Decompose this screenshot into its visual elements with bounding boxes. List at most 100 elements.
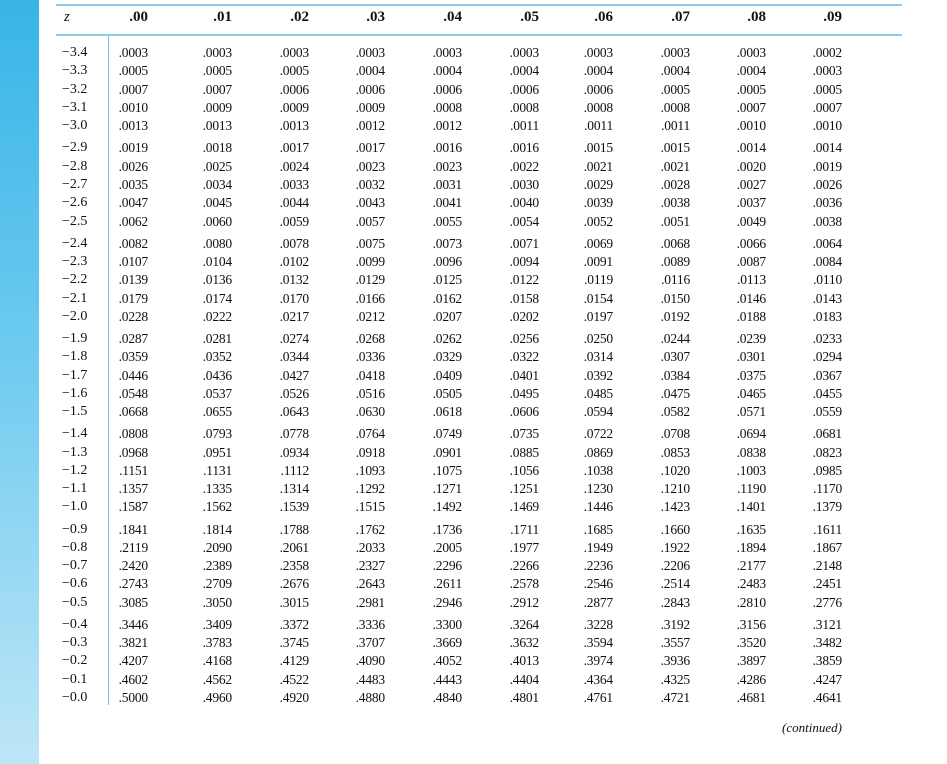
table-cell: .0016 (509, 140, 540, 156)
table-cell: .2119 (119, 539, 148, 555)
table-cell: .0559 (812, 404, 843, 420)
table-cell: .0418 (355, 367, 386, 383)
z-value: −3.3 (62, 63, 88, 79)
table-cell: .0307 (660, 349, 691, 365)
table-cell: .0427 (279, 367, 310, 383)
table-cell: .0526 (279, 385, 310, 401)
table-cell: .2389 (202, 558, 233, 574)
column-header: .09 (823, 9, 842, 25)
table-cell: .2206 (660, 558, 691, 574)
table-cell: .0014 (736, 140, 767, 156)
table-cell: .4090 (355, 653, 386, 669)
table-cell: .0082 (118, 235, 149, 251)
z-value: −0.7 (62, 558, 88, 574)
table-cell: .0059 (279, 213, 310, 229)
table-cell: .2483 (736, 576, 767, 592)
table-cell: .0007 (202, 81, 233, 97)
table-cell: .0021 (583, 158, 614, 174)
table-cell: .0047 (118, 195, 149, 211)
table-cell: .0465 (736, 385, 767, 401)
table-cell: .1867 (812, 539, 843, 555)
table-cell: .4483 (355, 671, 386, 687)
z-value: −2.6 (62, 195, 88, 211)
table-cell: .2981 (355, 594, 386, 610)
table-cell: .2148 (812, 558, 843, 574)
z-value: −0.1 (62, 671, 88, 687)
z-value: −1.0 (62, 499, 88, 515)
table-cell: .0089 (660, 253, 691, 269)
table-cell: .0055 (432, 213, 463, 229)
table-cell: .0322 (509, 349, 540, 365)
side-color-band (0, 0, 39, 764)
table-cell: .4522 (279, 671, 310, 687)
table-cell: .1977 (509, 539, 540, 555)
table-cell: .1736 (432, 521, 463, 537)
table-cell: .0010 (812, 118, 843, 134)
table-cell: .3897 (736, 653, 767, 669)
table-cell: .4443 (432, 671, 463, 687)
table-cell: .0262 (432, 330, 463, 346)
table-cell: .0150 (660, 290, 691, 306)
table-cell: .0618 (432, 404, 463, 420)
table-cell: .0125 (432, 272, 463, 288)
table-cell: .0033 (279, 176, 310, 192)
table-cell: .0274 (279, 330, 310, 346)
table-cell: .0012 (432, 118, 463, 134)
table-cell: .0495 (509, 385, 540, 401)
table-cell: .0080 (202, 235, 233, 251)
table-cell: .0037 (736, 195, 767, 211)
table-cell: .0008 (509, 99, 540, 115)
table-cell: .0228 (118, 308, 149, 324)
table-cell: .0041 (432, 195, 463, 211)
table-cell: .0013 (118, 118, 149, 134)
table-cell: .3974 (583, 653, 614, 669)
table-cell: .0013 (202, 118, 233, 134)
table-cell: .0021 (660, 158, 691, 174)
table-cell: .0017 (355, 140, 386, 156)
table-cell: .0022 (509, 158, 540, 174)
table-cell: .0043 (355, 195, 386, 211)
table-cell: .1894 (736, 539, 767, 555)
table-cell: .1151 (119, 462, 148, 478)
table-cell: .0392 (583, 367, 614, 383)
table-cell: .4721 (660, 690, 691, 705)
table-cell: .0003 (736, 45, 767, 60)
table-cell: .1515 (355, 499, 386, 515)
z-value: −0.3 (62, 635, 88, 651)
table-cell: .0793 (202, 426, 233, 442)
table-cell: .0004 (583, 63, 614, 79)
table-cell: .0012 (355, 118, 386, 134)
table-cell: .1112 (280, 462, 310, 478)
table-cell: .0233 (812, 330, 843, 346)
table-cell: .0084 (812, 253, 843, 269)
table-cell: .0060 (202, 213, 233, 229)
table-cell: .0019 (118, 140, 149, 156)
table-cell: .1357 (118, 481, 149, 497)
table-cell: .0020 (736, 158, 767, 174)
table-cell: .0901 (432, 444, 463, 460)
table-cell: .4404 (509, 671, 540, 687)
table-cell: .0934 (279, 444, 310, 460)
table-cell: .1379 (812, 499, 843, 515)
table-cell: .3783 (202, 635, 233, 651)
table-cell: .2451 (812, 576, 843, 592)
table-cell: .0119 (584, 272, 613, 288)
table-cell: .0968 (118, 444, 149, 460)
table-cell: .0110 (813, 272, 842, 288)
table-cell: .3446 (118, 616, 149, 632)
table-cell: .0052 (583, 213, 614, 229)
table-cell: .0029 (583, 176, 614, 192)
table-cell: .0015 (583, 140, 614, 156)
table-cell: .0068 (660, 235, 691, 251)
table-cell: .0188 (736, 308, 767, 324)
table-cell: .0166 (355, 290, 386, 306)
table-cell: .0011 (510, 118, 539, 134)
table-cell: .0294 (812, 349, 843, 365)
table-cell: .0008 (432, 99, 463, 115)
table-cell: .0885 (509, 444, 540, 460)
table-cell: .0005 (660, 81, 691, 97)
z-value: −3.1 (62, 99, 88, 115)
z-value: −1.1 (62, 481, 88, 497)
top-rule (56, 4, 902, 6)
table-cell: .0004 (660, 63, 691, 79)
